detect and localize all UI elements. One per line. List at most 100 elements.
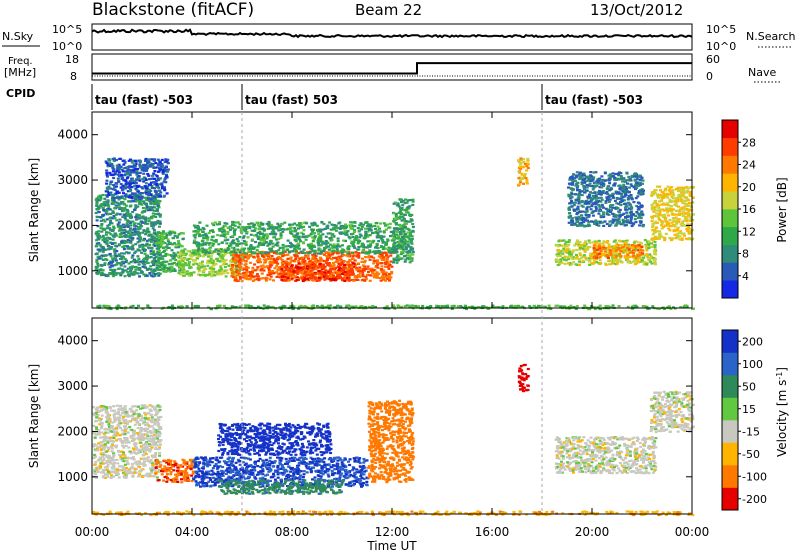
- power-cell: [653, 250, 657, 253]
- power-cell: [118, 267, 122, 270]
- power-cell: [400, 208, 404, 211]
- power-cell: [297, 242, 301, 245]
- power-cell: [662, 203, 666, 206]
- power-cell: [286, 274, 290, 277]
- power-cell: [264, 251, 268, 254]
- power-cell: [94, 245, 98, 248]
- power-cell: [599, 250, 603, 253]
- power-cell: [249, 276, 253, 279]
- power-cell: [343, 279, 347, 282]
- power-cell: [320, 259, 324, 262]
- power-cell: [199, 266, 203, 269]
- power-cell: [639, 260, 643, 263]
- power-cell: [325, 274, 329, 277]
- power-cell: [371, 241, 375, 244]
- power-cell: [257, 228, 261, 231]
- power-cell: [95, 230, 99, 234]
- power-cell: [314, 268, 318, 271]
- power-cell: [153, 170, 157, 173]
- power-cell: [384, 247, 388, 250]
- power-cell: [232, 242, 236, 245]
- power-cell: [659, 208, 663, 211]
- power-cell: [221, 249, 225, 252]
- power-cell: [561, 252, 565, 255]
- power-cell: [156, 209, 159, 212]
- power-cell: [257, 235, 261, 238]
- power-cell: [408, 261, 412, 264]
- power-cell: [374, 246, 377, 249]
- power-cell: [679, 230, 683, 233]
- power-cell: [132, 163, 136, 166]
- power-cell: [286, 271, 290, 274]
- power-cell: [145, 243, 148, 246]
- power-cell: [128, 185, 132, 188]
- power-cell: [196, 227, 200, 230]
- power-cell: [136, 205, 140, 208]
- power-cell: [205, 224, 209, 227]
- power-cell: [169, 232, 173, 235]
- power-cell: [403, 209, 407, 212]
- power-cell: [104, 248, 108, 251]
- power-cell: [172, 255, 176, 258]
- power-cell: [598, 242, 602, 245]
- power-cell: [115, 201, 119, 204]
- power-cell: [666, 209, 670, 212]
- power-cell: [155, 192, 159, 196]
- power-cell: [336, 240, 340, 243]
- power-cell: [187, 273, 190, 276]
- power-cell: [290, 275, 294, 278]
- power-cell: [126, 238, 130, 242]
- power-cell: [689, 204, 693, 208]
- power-cell: [674, 237, 678, 240]
- power-cell: [578, 248, 582, 251]
- power-cell: [668, 224, 672, 228]
- power-cell: [200, 230, 204, 233]
- power-cell: [652, 231, 656, 234]
- power-cell: [301, 277, 305, 280]
- power-cell: [137, 234, 141, 238]
- power-cell: [181, 237, 185, 240]
- power-cell: [127, 232, 131, 235]
- power-cell: [161, 241, 165, 244]
- power-cell: [376, 247, 380, 250]
- power-cell: [133, 197, 137, 200]
- power-cell: [120, 272, 124, 275]
- power-cell: [623, 195, 627, 198]
- power-cell: [608, 173, 612, 176]
- power-cell: [598, 252, 601, 255]
- power-cell: [377, 240, 381, 243]
- power-cell: [322, 267, 326, 270]
- power-cell: [385, 274, 389, 277]
- power-cell: [152, 200, 156, 203]
- power-cell: [286, 239, 290, 242]
- power-cell: [96, 206, 100, 209]
- power-cell: [392, 230, 396, 233]
- power-cell: [411, 198, 415, 201]
- power-cell: [308, 276, 312, 279]
- power-cell: [126, 225, 130, 228]
- power-cell: [275, 226, 278, 229]
- power-cell: [135, 178, 139, 181]
- power-cell: [330, 273, 334, 276]
- power-cell: [339, 258, 343, 261]
- power-cell: [583, 247, 587, 250]
- power-cell: [122, 163, 126, 166]
- power-cell: [271, 272, 275, 275]
- power-cell: [152, 215, 156, 218]
- power-cell: [189, 271, 193, 274]
- power-cell: [97, 207, 101, 211]
- power-cell: [248, 247, 252, 250]
- power-cell: [667, 204, 670, 207]
- power-cell: [556, 263, 560, 267]
- power-cell: [409, 238, 413, 241]
- power-cell: [145, 231, 149, 234]
- power-cell: [355, 268, 359, 271]
- power-cell: [126, 175, 130, 179]
- power-cell: [657, 204, 661, 207]
- power-cell: [125, 212, 129, 215]
- power-cell: [137, 177, 141, 180]
- power-cell: [360, 242, 364, 245]
- power-cell: [204, 251, 208, 254]
- power-cell: [122, 239, 126, 243]
- power-cell: [358, 233, 362, 236]
